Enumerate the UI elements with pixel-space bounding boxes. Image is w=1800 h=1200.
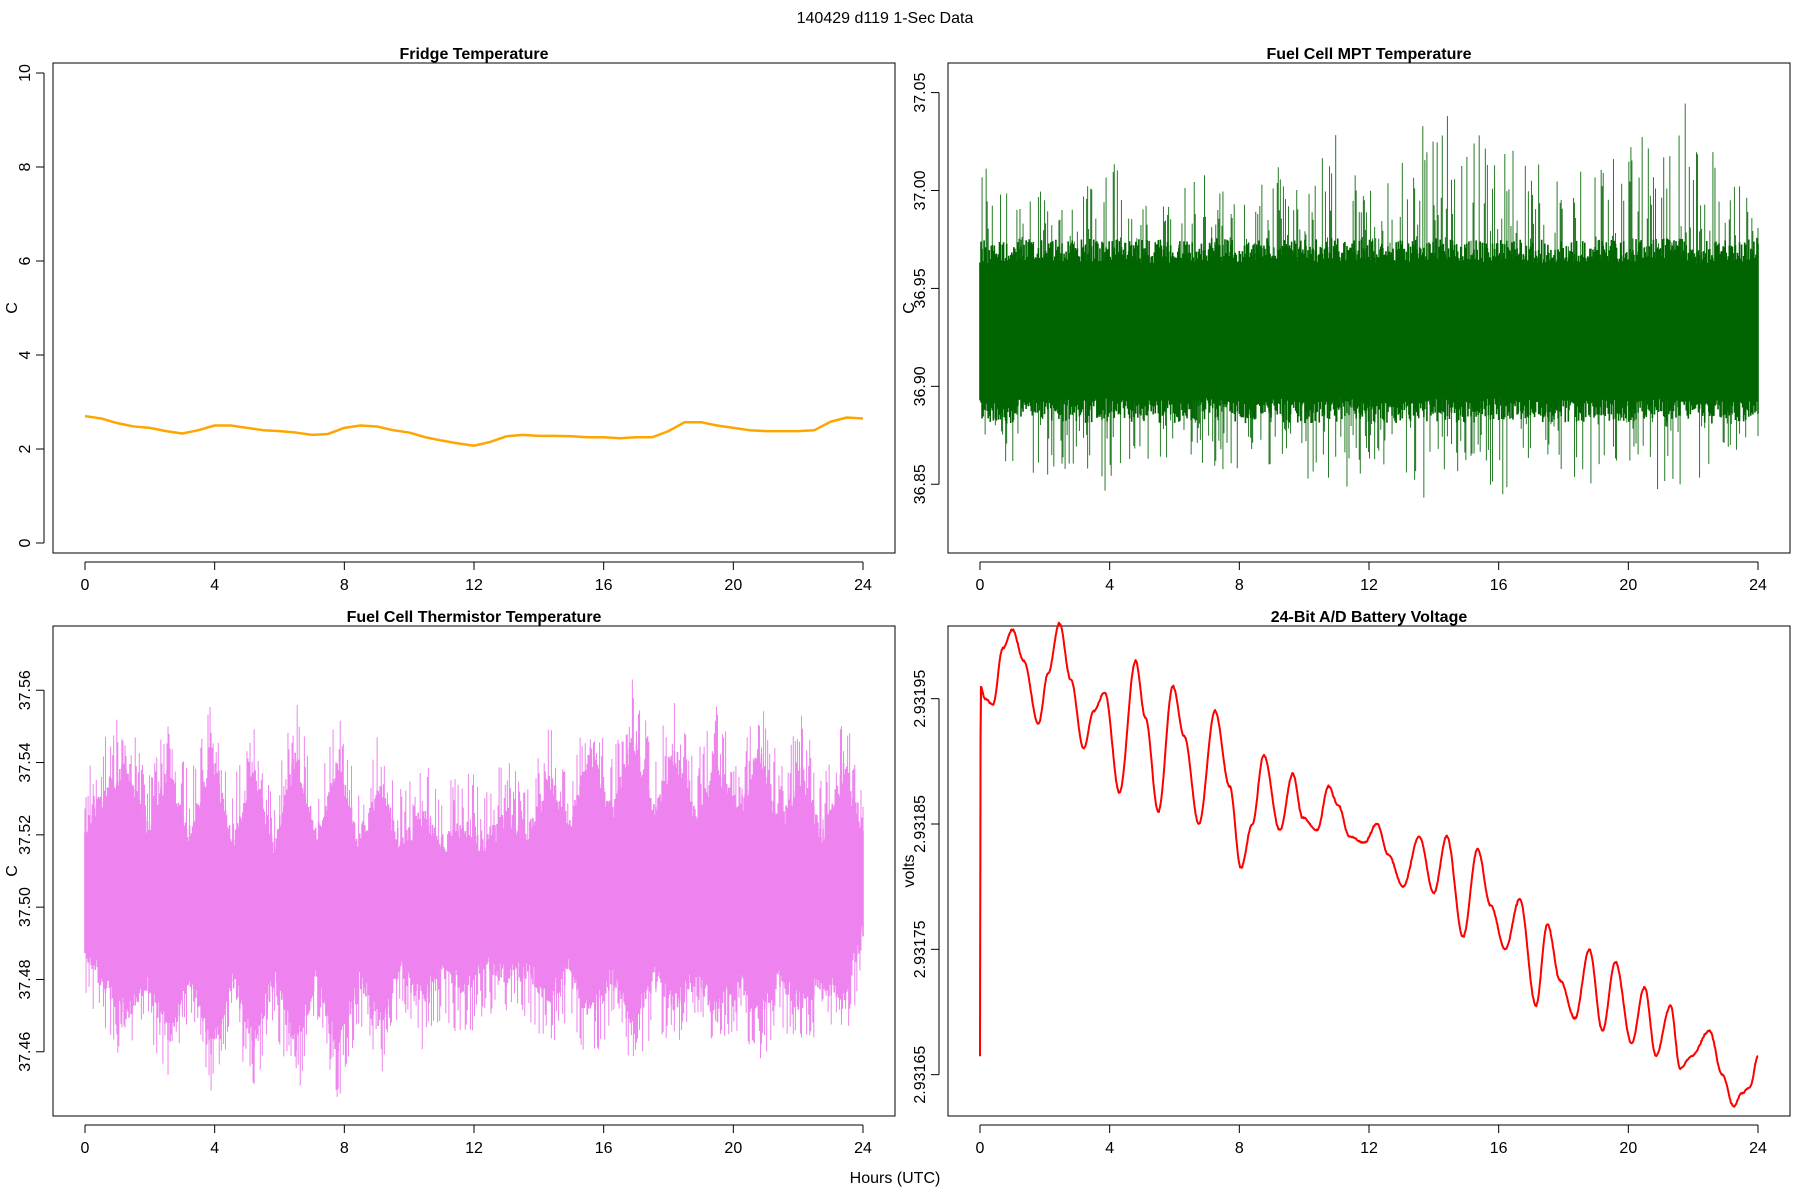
y-tick-label: 2 [17, 444, 34, 453]
y-tick-label: 37.48 [17, 959, 34, 999]
panel-title: Fridge Temperature [399, 46, 548, 63]
series-line [84, 414, 864, 447]
y-tick-label: 37.56 [17, 670, 34, 710]
y-tick-label: 8 [17, 162, 34, 171]
y-tick-label: 37.54 [17, 742, 34, 782]
x-tick-label: 4 [210, 1140, 219, 1157]
x-tick-label: 24 [1749, 1140, 1767, 1157]
x-tick-label: 16 [595, 577, 613, 594]
y-tick-label: 36.90 [912, 366, 929, 406]
plot-area: 0 4 8 12 16 20 24 36.85 36.90 36.95 37.00 37.05 [912, 72, 1767, 594]
y-axis-label: C [901, 302, 918, 314]
panel-fuel-cell-mpt-temperature: Fuel Cell MPT Temperature C 0 4 8 12 16 20 24 3… [901, 46, 1791, 594]
figure-xlabel: Hours (UTC) [850, 1170, 941, 1187]
x-tick-label: 4 [1105, 1140, 1114, 1157]
y-tick-label: 0 [17, 538, 34, 547]
panel-frame [52, 625, 896, 1117]
x-tick-label: 20 [724, 1140, 742, 1157]
x-tick-label: 0 [81, 577, 90, 594]
x-tick-label: 0 [976, 577, 985, 594]
y-tick-label: 2.93195 [912, 670, 929, 728]
x-tick-label: 12 [1360, 577, 1378, 594]
x-tick-label: 12 [465, 577, 483, 594]
x-tick-label: 4 [1105, 577, 1114, 594]
x-tick-label: 8 [340, 1140, 349, 1157]
x-tick-label: 8 [1235, 577, 1244, 594]
y-tick-label: 37.52 [17, 815, 34, 855]
x-tick-label: 20 [1619, 1140, 1637, 1157]
y-tick-label: 37.46 [17, 1032, 34, 1072]
x-tick-label: 0 [81, 1140, 90, 1157]
x-tick-label: 12 [1360, 1140, 1378, 1157]
x-tick-label: 16 [595, 1140, 613, 1157]
plot-area: 0 4 8 12 16 20 24 2.93165 2.93175 2.93185 2.93195 [912, 621, 1767, 1157]
y-axis-label: C [4, 865, 21, 877]
x-tick-label: 12 [465, 1140, 483, 1157]
y-tick-label: 4 [17, 350, 34, 359]
x-tick-label: 24 [854, 577, 872, 594]
y-axis-label: volts [901, 855, 918, 888]
y-tick-label: 36.95 [912, 268, 929, 308]
y-tick-label: 10 [17, 64, 34, 82]
panel-frame [52, 62, 896, 554]
y-tick-label: 6 [17, 256, 34, 265]
panel-frame [947, 625, 1791, 1117]
series-noise-spikes [84, 679, 864, 1097]
x-tick-label: 24 [854, 1140, 872, 1157]
x-tick-label: 20 [1619, 577, 1637, 594]
y-tick-label: 37.00 [912, 170, 929, 210]
x-tick-label: 0 [976, 1140, 985, 1157]
panel-title: Fuel Cell Thermistor Temperature [347, 609, 602, 626]
plot-area: 0 4 8 12 16 20 24 37.46 37.48 37.50 37.52 37.54 37.5… [17, 670, 872, 1157]
panel-battery-voltage: 24-Bit A/D Battery Voltage volts 0 4 8 12 16… [901, 609, 1791, 1157]
panel-fuel-cell-thermistor-temperature: Fuel Cell Thermistor Temperature C 0 4 8 12… [4, 609, 896, 1157]
y-tick-label: 36.85 [912, 464, 929, 504]
series-line [979, 621, 1759, 1108]
y-tick-label: 2.93175 [912, 920, 929, 978]
series-band [84, 738, 864, 1057]
x-tick-label: 16 [1490, 1140, 1508, 1157]
panel-title: 24-Bit A/D Battery Voltage [1271, 609, 1468, 626]
figure-title: 140429 d119 1-Sec Data [797, 10, 974, 27]
x-tick-label: 8 [340, 577, 349, 594]
x-tick-label: 16 [1490, 577, 1508, 594]
x-tick-label: 8 [1235, 1140, 1244, 1157]
panel-frame [947, 62, 1791, 554]
y-tick-label: 2.93165 [912, 1046, 929, 1104]
series-noise-spikes [981, 103, 1759, 498]
y-tick-label: 37.05 [912, 72, 929, 112]
y-tick-label: 2.93185 [912, 795, 929, 853]
series-band [979, 237, 1759, 424]
y-tick-label: 37.50 [17, 887, 34, 927]
x-tick-label: 20 [724, 577, 742, 594]
x-tick-label: 4 [210, 577, 219, 594]
x-tick-label: 24 [1749, 577, 1767, 594]
panel-title: Fuel Cell MPT Temperature [1266, 46, 1471, 63]
y-axis-label: C [4, 302, 21, 314]
